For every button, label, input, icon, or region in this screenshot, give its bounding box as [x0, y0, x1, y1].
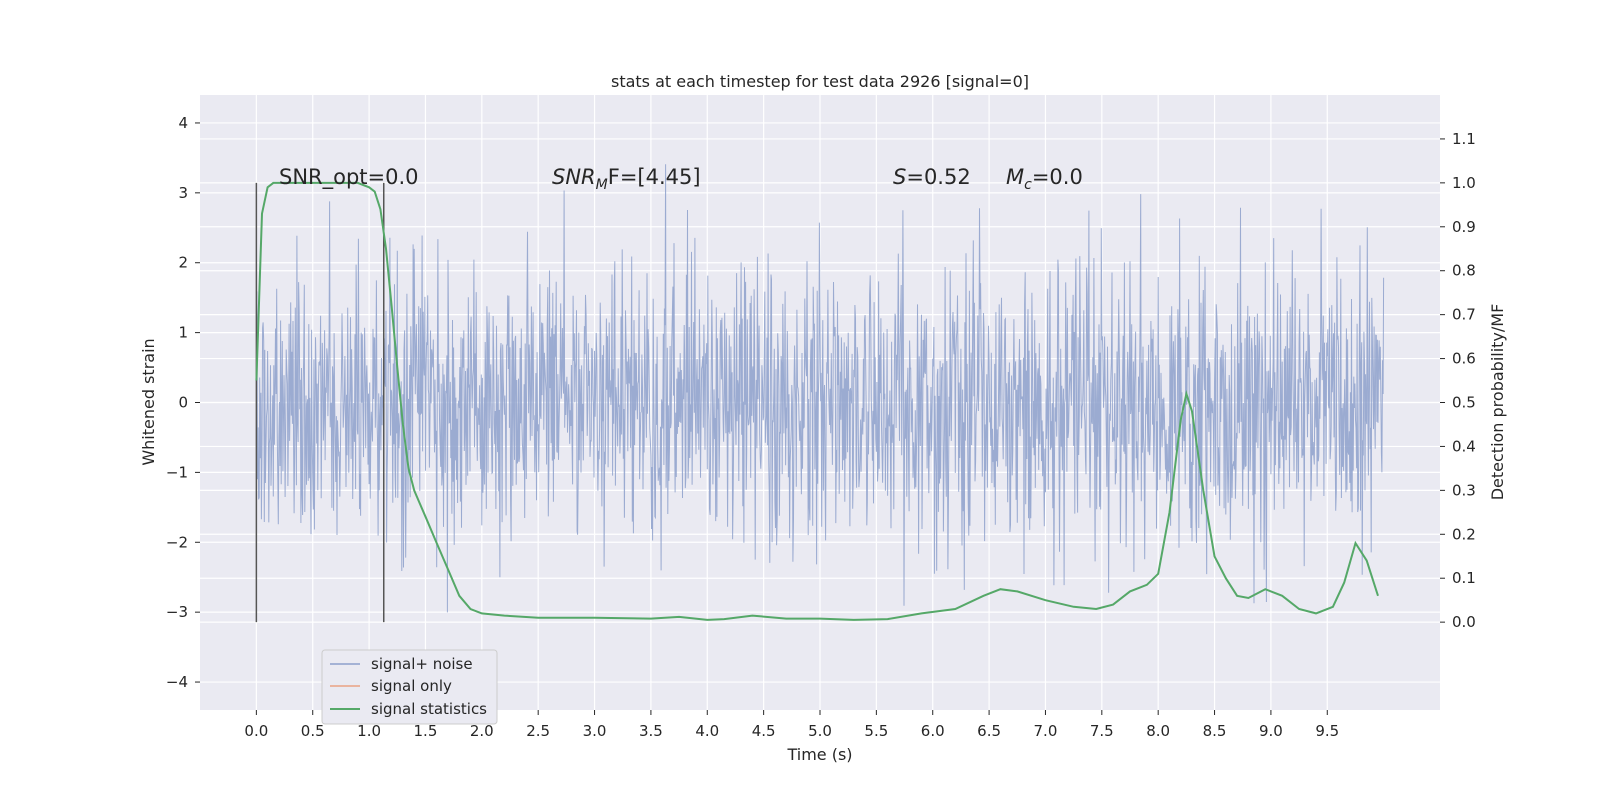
y-tick-label: 4 [178, 114, 188, 132]
x-axis-label: Time (s) [786, 745, 852, 764]
y-tick-label: 2 [178, 254, 188, 272]
y2-tick-label: 0.4 [1452, 437, 1476, 455]
y2-tick-label: 0.8 [1452, 262, 1476, 280]
y2-tick-label: 0.5 [1452, 394, 1476, 412]
x-tick-label: 5.5 [864, 722, 888, 740]
y2-tick-label: 0.9 [1452, 218, 1476, 236]
annotation-snr-opt: SNR_opt=0.0 [279, 165, 419, 190]
annotation-mc-rest: =0.0 [1032, 165, 1083, 189]
y2-tick-label: 0.7 [1452, 306, 1476, 324]
y2-axis-ticks: 1.1 1.0 0.9 0.8 0.7 0.6 0.5 0.4 0.3 0.2 0.1 0.0 [1440, 130, 1476, 631]
legend-box [321, 649, 498, 725]
y-tick-label: −2 [166, 533, 188, 551]
annotation-s: S=0.52 [893, 165, 971, 189]
x-tick-label: 2.5 [526, 722, 550, 740]
y2-tick-label: 1.0 [1452, 174, 1476, 192]
signal-noise-line [255, 164, 1385, 613]
y-tick-label: 0 [178, 394, 188, 412]
annotation-mc-main: M [1006, 165, 1024, 189]
y2-tick-label: 0.0 [1452, 613, 1476, 631]
legend: signal+ noise signal only signal statist… [321, 649, 498, 725]
vertical-markers [255, 182, 385, 623]
y-tick-label: −1 [166, 463, 188, 481]
annotation-mc: Mc=0.0 [1006, 165, 1083, 193]
y-tick-label: 3 [178, 184, 188, 202]
x-axis-ticks: 0.0 0.5 1.0 1.5 2.0 2.5 3.0 3.5 4.0 4.5 5.0 5.5 6.0 6… [244, 710, 1339, 740]
y-tick-label: −4 [166, 673, 188, 691]
y-tick-label: −3 [166, 603, 188, 621]
y2-tick-label: 1.1 [1452, 130, 1476, 148]
y-axis-ticks: 4 3 2 1 0 −1 −2 −3 −4 [166, 114, 200, 691]
annotation-snr-mf: SNRMF=[4.45] [552, 165, 701, 193]
chart-title: stats at each timestep for test data 292… [611, 72, 1029, 91]
annotation-snr-mf-sub: M [596, 177, 608, 193]
x-tick-label: 8.5 [1203, 722, 1227, 740]
x-tick-label: 7.0 [1034, 722, 1058, 740]
y2-tick-label: 0.6 [1452, 350, 1476, 368]
x-tick-label: 2.0 [470, 722, 494, 740]
x-tick-label: 0.0 [244, 722, 268, 740]
legend-label-statistics: signal statistics [371, 700, 487, 718]
annotation-s-rest: =0.52 [906, 165, 970, 189]
x-tick-label: 0.5 [301, 722, 325, 740]
x-tick-label: 1.0 [357, 722, 381, 740]
signal-noise-series [255, 164, 1385, 613]
annotation-snr-mf-rest: F=[4.45] [608, 165, 701, 189]
x-tick-label: 6.0 [921, 722, 945, 740]
y2-tick-label: 0.1 [1452, 569, 1476, 587]
x-tick-label: 9.0 [1259, 722, 1283, 740]
signal-statistics-line [255, 181, 1379, 621]
y2-tick-label: 0.2 [1452, 525, 1476, 543]
x-tick-label: 3.0 [583, 722, 607, 740]
y-axis-label: Whitened strain [139, 338, 158, 465]
annotation-s-main: S [893, 165, 906, 189]
signal-statistics-series [255, 181, 1379, 621]
x-tick-label: 6.5 [977, 722, 1001, 740]
x-tick-label: 4.5 [752, 722, 776, 740]
y2-tick-label: 0.3 [1452, 481, 1476, 499]
x-tick-label: 5.0 [808, 722, 832, 740]
x-tick-label: 3.5 [639, 722, 663, 740]
x-tick-label: 1.5 [414, 722, 438, 740]
y2-axis-label: Detection probability/MF [1488, 304, 1507, 501]
x-tick-label: 8.0 [1146, 722, 1170, 740]
legend-label-noise: signal+ noise [371, 655, 473, 673]
x-tick-label: 7.5 [1090, 722, 1114, 740]
legend-label-signal-only: signal only [371, 677, 452, 695]
x-tick-label: 9.5 [1315, 722, 1339, 740]
annotation-snr-mf-main: SNR [552, 165, 596, 189]
y-tick-label: 1 [178, 324, 188, 342]
annotation-mc-sub: c [1024, 177, 1032, 193]
x-tick-label: 4.0 [695, 722, 719, 740]
